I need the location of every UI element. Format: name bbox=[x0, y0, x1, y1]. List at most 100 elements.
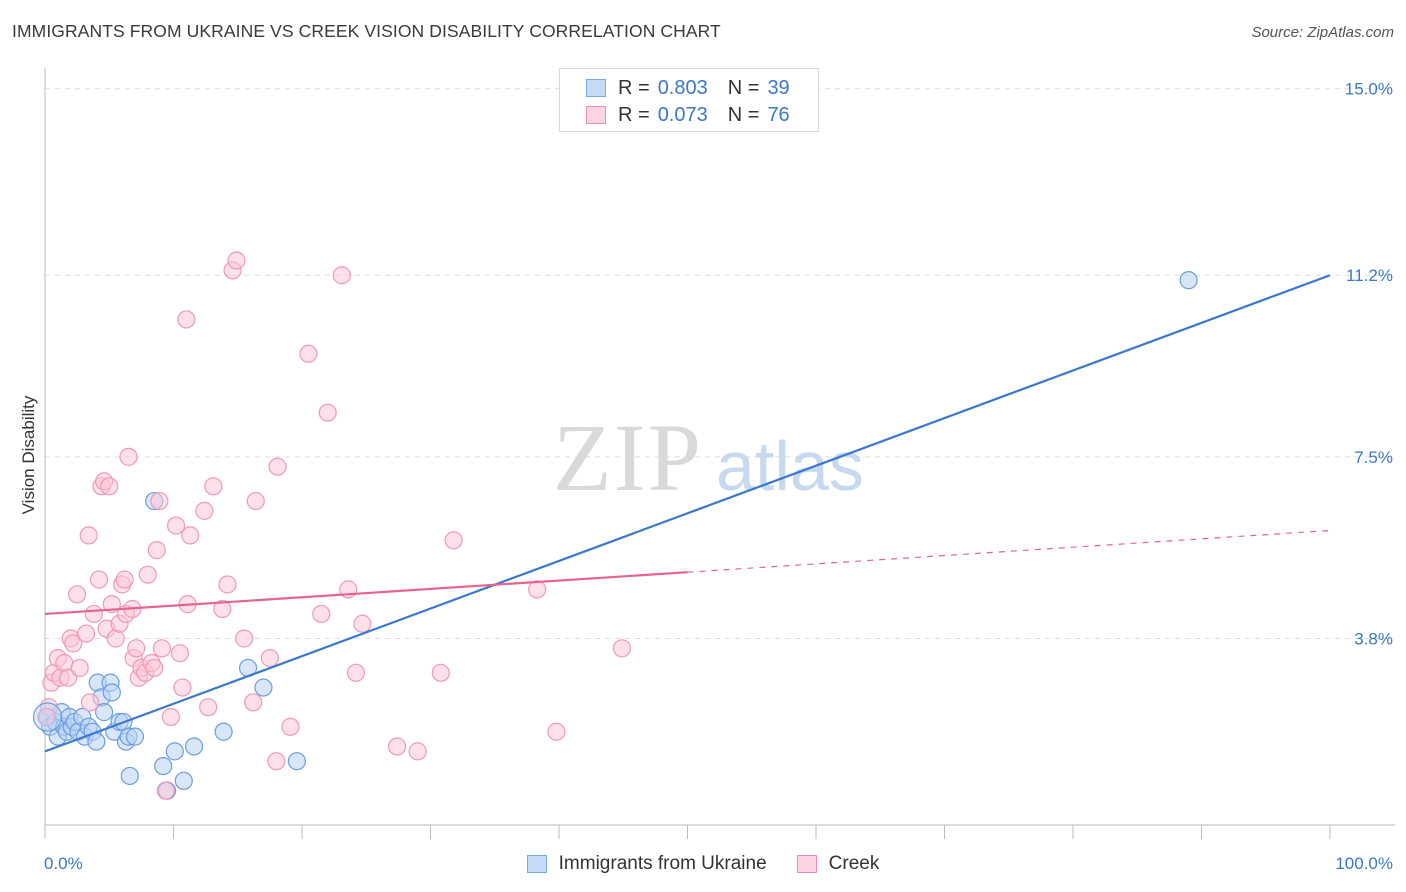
data-point bbox=[244, 693, 263, 712]
data-point bbox=[260, 649, 279, 668]
data-point bbox=[173, 678, 192, 697]
data-point bbox=[80, 693, 100, 712]
legend-r-value: 0.803 bbox=[657, 76, 708, 99]
series-swatch-creek bbox=[796, 855, 817, 873]
data-point bbox=[170, 644, 190, 663]
data-point bbox=[138, 565, 157, 584]
data-point bbox=[318, 403, 337, 422]
data-point bbox=[312, 604, 331, 624]
data-point bbox=[287, 752, 306, 771]
legend-swatch-creek bbox=[586, 106, 606, 124]
data-point bbox=[431, 663, 450, 682]
data-point bbox=[147, 541, 166, 560]
data-point bbox=[214, 722, 233, 741]
legend-r-label: R = bbox=[618, 76, 650, 99]
legend-r-label: R = bbox=[618, 103, 650, 126]
data-point bbox=[150, 491, 169, 511]
data-point bbox=[268, 457, 287, 476]
axes bbox=[44, 68, 1395, 839]
legend-n-label: N = bbox=[727, 103, 760, 126]
data-point bbox=[218, 575, 237, 594]
data-point bbox=[156, 781, 175, 800]
data-point bbox=[281, 717, 300, 736]
data-point bbox=[547, 722, 566, 741]
source-credit: Source: ZipAtlas.com bbox=[1251, 24, 1394, 41]
trend-line-creek bbox=[44, 571, 688, 616]
data-point bbox=[166, 516, 186, 535]
data-point bbox=[59, 668, 78, 687]
legend-r-value: 0.073 bbox=[657, 103, 708, 126]
data-point bbox=[299, 344, 318, 363]
data-point bbox=[184, 737, 204, 756]
data-point bbox=[195, 501, 214, 520]
watermark-atlas: atlas bbox=[716, 427, 864, 505]
data-point bbox=[79, 526, 98, 545]
data-point bbox=[227, 251, 246, 270]
watermark: ZIP atlas bbox=[553, 404, 864, 511]
x-tick-label: 100.0% bbox=[1335, 854, 1393, 873]
data-point bbox=[127, 639, 146, 658]
data-point bbox=[213, 599, 232, 619]
data-point bbox=[77, 624, 96, 643]
series-label-creek: Creek bbox=[828, 853, 880, 874]
data-point bbox=[204, 477, 223, 496]
data-point bbox=[235, 629, 254, 648]
legend-row-creek: R = 0.073 N = 76 bbox=[586, 103, 790, 127]
series-points-creek bbox=[37, 251, 632, 800]
data-point bbox=[154, 756, 173, 776]
y-tick-label: 7.5% bbox=[1354, 448, 1393, 467]
data-point bbox=[353, 614, 372, 633]
data-point bbox=[70, 658, 89, 678]
data-point bbox=[199, 698, 218, 717]
data-point bbox=[125, 727, 145, 746]
data-point bbox=[145, 658, 164, 678]
series-points-ukraine bbox=[38, 271, 1198, 800]
chart-title: IMMIGRANTS FROM UKRAINE VS CREEK VISION … bbox=[12, 21, 721, 41]
legend-n-value: 39 bbox=[767, 76, 790, 99]
data-point bbox=[89, 570, 109, 589]
data-point bbox=[444, 531, 463, 550]
data-point bbox=[165, 742, 184, 761]
data-point bbox=[408, 742, 427, 761]
legend-n-value: 76 bbox=[767, 103, 790, 126]
data-point bbox=[161, 707, 181, 727]
legend-n-label: N = bbox=[727, 76, 760, 99]
data-point bbox=[332, 266, 351, 285]
data-point bbox=[64, 634, 83, 653]
data-point bbox=[100, 477, 119, 496]
y-tick-label: 11.2% bbox=[1346, 266, 1393, 285]
data-point bbox=[119, 447, 138, 466]
trend-lines bbox=[44, 274, 1331, 753]
watermark-zip: ZIP bbox=[553, 404, 703, 511]
data-point bbox=[120, 766, 139, 786]
data-point bbox=[152, 639, 172, 658]
data-point bbox=[267, 752, 286, 771]
data-point bbox=[115, 570, 134, 589]
data-point bbox=[246, 491, 265, 511]
y-tick-label: 15.0% bbox=[1345, 80, 1393, 99]
data-point bbox=[84, 604, 103, 624]
trend-line-creek-dashed bbox=[687, 529, 1331, 573]
tick-labels: 3.8% 7.5% 11.2% 15.0% 0.0% 100.0% bbox=[44, 80, 1393, 873]
data-point bbox=[387, 737, 407, 756]
series-legend-creek: Creek bbox=[796, 853, 880, 875]
series-label-ukraine: Immigrants from Ukraine bbox=[558, 853, 767, 874]
y-axis-label: Vision Disability bbox=[19, 395, 38, 514]
trend-line-ukraine bbox=[44, 274, 1331, 753]
data-point bbox=[68, 585, 87, 604]
data-point bbox=[346, 663, 366, 682]
data-point bbox=[1179, 271, 1198, 290]
data-point bbox=[32, 702, 63, 732]
data-point bbox=[177, 310, 196, 329]
gridlines bbox=[45, 88, 1395, 639]
y-tick-label: 3.8% bbox=[1354, 629, 1393, 648]
legend-row-ukraine: R = 0.803 N = 39 bbox=[586, 76, 790, 100]
series-swatch-ukraine bbox=[526, 855, 547, 873]
legend-swatch-ukraine bbox=[586, 79, 606, 97]
data-point bbox=[612, 639, 632, 658]
data-point bbox=[37, 707, 56, 727]
x-tick-label: 0.0% bbox=[44, 854, 83, 873]
series-legend-ukraine: Immigrants from Ukraine bbox=[526, 853, 767, 875]
data-point bbox=[95, 703, 114, 722]
